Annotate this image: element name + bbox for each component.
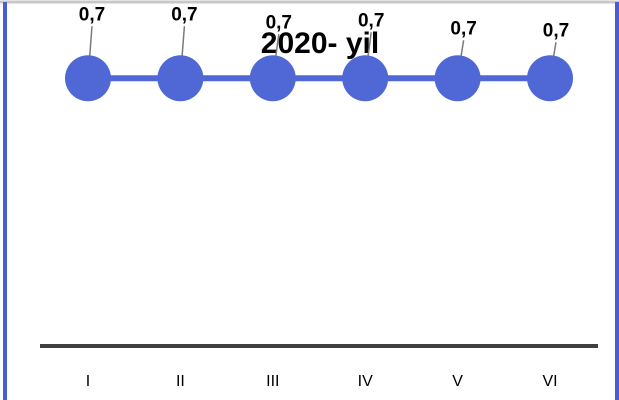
data-label: 0,7 <box>450 18 476 39</box>
data-point <box>434 55 481 102</box>
data-point <box>157 55 204 102</box>
data-label: 0,7 <box>79 4 105 25</box>
x-tick-label: VI <box>542 373 557 390</box>
data-point <box>249 55 296 102</box>
data-label: 0,7 <box>266 12 292 33</box>
x-tick-label: V <box>452 373 463 390</box>
data-point <box>342 55 389 102</box>
data-label: 0,7 <box>543 20 569 41</box>
x-tick-label: I <box>86 373 90 390</box>
data-point <box>527 55 573 102</box>
x-tick-label: II <box>176 373 185 390</box>
data-label: 0,7 <box>358 10 384 31</box>
chart-title: 2020- yil <box>261 27 379 60</box>
data-label: 0,7 <box>171 4 197 25</box>
data-point <box>65 55 111 102</box>
x-tick-label: IV <box>358 373 373 390</box>
x-tick-label: III <box>266 373 279 390</box>
